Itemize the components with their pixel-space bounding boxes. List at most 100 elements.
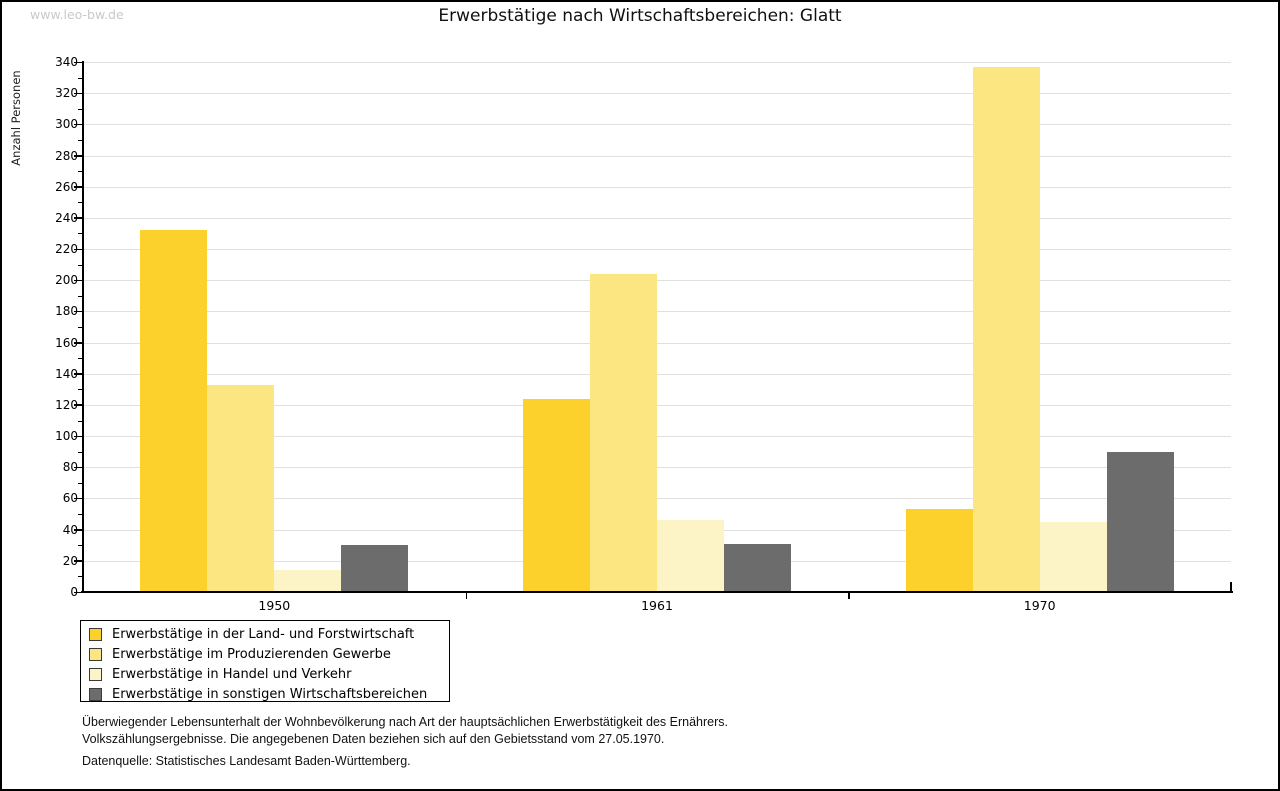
y-tick-label-240: 240 — [55, 210, 78, 225]
y-tick-label-200: 200 — [55, 273, 78, 288]
y-tick-label-160: 160 — [55, 335, 78, 350]
footnote-line-1: Überwiegender Lebensunterhalt der Wohnbe… — [82, 715, 728, 729]
watermark: www.leo-bw.de — [30, 7, 124, 22]
y-minor-tick-90 — [78, 451, 82, 453]
y-tick-label-100: 100 — [55, 429, 78, 444]
y-axis-title: Anzahl Personen — [9, 70, 23, 166]
legend: Erwerbstätige in der Land- und Forstwirt… — [80, 620, 450, 702]
bar-series2-1961 — [590, 274, 657, 592]
y-minor-tick-70 — [78, 482, 82, 484]
y-tick-140 — [74, 373, 82, 375]
bar-series3-1970 — [1039, 521, 1107, 592]
y-minor-tick-130 — [78, 389, 82, 391]
y-axis-line — [82, 61, 84, 593]
bar-series3-1961 — [657, 520, 724, 592]
y-tick-label-260: 260 — [55, 179, 78, 194]
legend-item-3: Erwerbstätige in Handel und Verkehr — [81, 664, 449, 684]
legend-label: Erwerbstätige in Handel und Verkehr — [112, 666, 352, 682]
bar-series2-1970 — [972, 66, 1040, 592]
y-tick-label-140: 140 — [55, 366, 78, 381]
gridline-140 — [83, 373, 1231, 375]
bar-series4-1950 — [341, 545, 409, 592]
bar-series3-1950 — [274, 570, 342, 592]
gridline-320 — [83, 93, 1231, 95]
gridline-280 — [83, 155, 1231, 157]
y-tick-label-60: 60 — [62, 491, 78, 506]
gridline-340 — [83, 62, 1231, 63]
legend-swatch-icon — [89, 627, 102, 641]
x-axis-line — [81, 591, 1233, 593]
y-tick-label-20: 20 — [62, 553, 78, 568]
y-tick-label-0: 0 — [70, 585, 78, 599]
y-tick-280 — [74, 155, 82, 157]
gridline-80 — [83, 467, 1231, 469]
y-tick-300 — [74, 123, 82, 126]
y-minor-tick-290 — [78, 139, 82, 141]
bar-series1-1950 — [140, 230, 208, 592]
y-tick-60 — [74, 497, 82, 500]
gridline-300 — [83, 124, 1231, 126]
gridline-120 — [83, 404, 1231, 406]
y-tick-label-320: 320 — [55, 86, 78, 101]
legend-swatch-icon — [89, 647, 102, 661]
y-tick-label-40: 40 — [62, 522, 78, 537]
y-tick-180 — [74, 310, 82, 313]
y-minor-tick-230 — [78, 233, 82, 235]
gridline-240 — [83, 217, 1231, 219]
y-minor-tick-190 — [78, 295, 82, 297]
y-tick-label-180: 180 — [55, 304, 78, 319]
y-tick-240 — [74, 217, 82, 219]
plot-right-corner-tick — [1230, 582, 1232, 592]
gridline-220 — [83, 249, 1231, 251]
legend-item-4: Erwerbstätige in sonstigen Wirtschaftsbe… — [81, 684, 449, 704]
y-minor-tick-250 — [78, 202, 82, 204]
bar-series1-1961 — [523, 398, 590, 592]
bar-series4-1961 — [724, 543, 791, 592]
y-tick-label-220: 220 — [55, 242, 78, 257]
y-tick-label-80: 80 — [62, 460, 78, 475]
x-boundary-tick-1 — [465, 592, 468, 599]
gridline-180 — [83, 311, 1231, 313]
footnote: Überwiegender Lebensunterhalt der Wohnbe… — [82, 714, 728, 747]
x-tick-label-1961: 1961 — [641, 598, 673, 613]
page-title: Erwerbstätige nach Wirtschaftsbereichen:… — [438, 6, 842, 26]
footnote-line-2: Volkszählungsergebnisse. Die angegebenen… — [82, 731, 665, 746]
y-minor-tick-10 — [78, 576, 82, 578]
legend-swatch-icon — [89, 667, 102, 681]
y-tick-260 — [74, 186, 82, 188]
y-minor-tick-150 — [78, 358, 82, 360]
gridline-200 — [83, 280, 1231, 282]
gridline-60 — [83, 498, 1231, 500]
y-tick-40 — [74, 529, 82, 531]
legend-item-2: Erwerbstätige im Produzierenden Gewerbe — [81, 644, 449, 664]
y-tick-20 — [74, 560, 82, 562]
bar-series2-1950 — [207, 384, 275, 592]
gridline-100 — [83, 436, 1231, 438]
y-minor-tick-270 — [78, 171, 82, 173]
x-tick-label-1970: 1970 — [1023, 598, 1056, 613]
legend-label: Erwerbstätige in der Land- und Forstwirt… — [112, 626, 415, 642]
y-tick-label-120: 120 — [55, 397, 78, 412]
bar-series4-1970 — [1106, 451, 1174, 592]
y-tick-160 — [74, 342, 82, 344]
y-minor-tick-330 — [78, 77, 82, 79]
legend-label: Erwerbstätige in sonstigen Wirtschaftsbe… — [112, 686, 428, 702]
y-tick-80 — [74, 466, 82, 469]
y-tick-120 — [74, 404, 82, 406]
legend-swatch-icon — [89, 687, 102, 701]
y-minor-tick-110 — [78, 420, 82, 422]
y-tick-320 — [74, 92, 82, 95]
y-tick-340 — [74, 61, 82, 63]
gridline-160 — [83, 342, 1231, 344]
y-minor-tick-310 — [78, 108, 82, 110]
y-tick-100 — [74, 435, 82, 438]
source-note: Datenquelle: Statistisches Landesamt Bad… — [82, 754, 411, 768]
bar-series1-1970 — [905, 509, 973, 592]
y-minor-tick-50 — [78, 514, 82, 516]
legend-item-1: Erwerbstätige in der Land- und Forstwirt… — [81, 624, 449, 644]
y-tick-label-340: 340 — [55, 55, 78, 69]
y-tick-200 — [74, 279, 82, 282]
y-tick-label-280: 280 — [55, 148, 78, 163]
y-tick-220 — [74, 248, 82, 251]
